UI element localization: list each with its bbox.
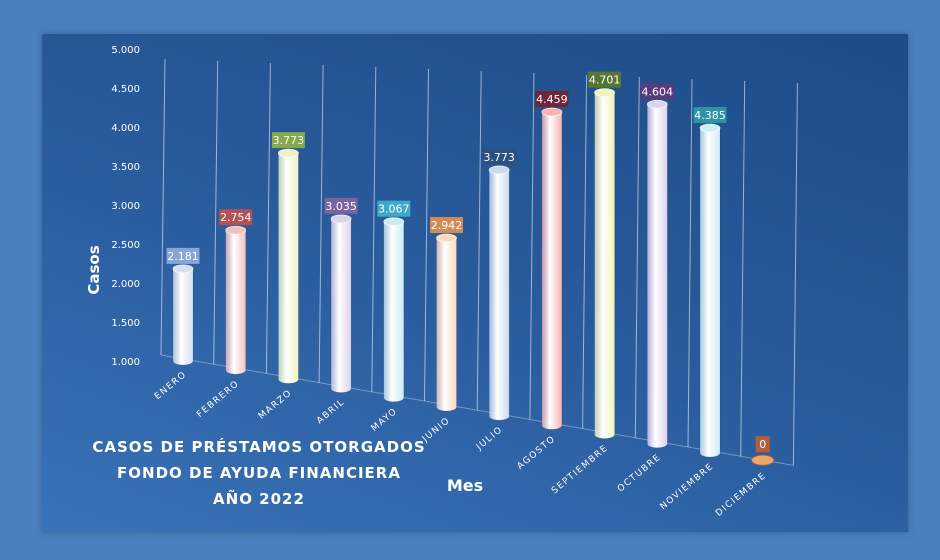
bar-octubre [647, 104, 668, 449]
y-tick-label: 1.500 [111, 318, 140, 329]
bar-septiembre [594, 92, 615, 439]
bar-cap [172, 264, 194, 274]
value-label-box [535, 91, 569, 108]
x-tick-label: NOVIEMBRE [658, 462, 715, 512]
wall-line [371, 66, 377, 392]
bar-cap [225, 225, 247, 235]
value-labels: 2.181 2.754 3.773 3.035 3.067 2.942 3.773 4.459… [166, 71, 770, 453]
wall-line [529, 72, 535, 420]
value-label: 3.773 [273, 134, 305, 147]
value-label: 2.942 [431, 219, 463, 232]
y-axis-ticks: 1.000 1.500 2.000 2.500 3.000 3.500 4.000 4.500… [111, 45, 140, 368]
y-tick-label: 2.000 [111, 279, 140, 290]
value-label: 3.035 [325, 200, 357, 213]
bar-cap [277, 148, 299, 158]
y-tick-label: 4.000 [111, 123, 140, 134]
bar-cap [488, 165, 510, 175]
value-label: 2.181 [167, 250, 199, 263]
floor-line [160, 354, 794, 466]
chart-title-line-2: FONDO DE AYUDA FINANCIERA [117, 464, 401, 482]
y-tick-label: 1.000 [111, 357, 140, 368]
chart-area: 1.000 1.500 2.000 2.500 3.000 3.500 4.000 4.500… [85, 45, 798, 519]
x-tick-label: FEBRERO [195, 379, 241, 420]
bars [172, 88, 775, 466]
wall-line [634, 76, 640, 438]
bar-cap [330, 214, 352, 224]
x-axis-title: Mes [447, 476, 483, 495]
bar-cap [383, 217, 405, 227]
value-label: 0 [759, 438, 766, 451]
bar-cap [646, 99, 668, 109]
y-tick-label: 3.500 [111, 162, 140, 173]
value-label-box [377, 200, 411, 217]
y-tick-label: 2.500 [111, 240, 140, 251]
x-tick-label: MARZO [257, 388, 294, 422]
value-label-box [588, 71, 622, 88]
wall-line [318, 64, 324, 383]
x-tick-label: MAYO [370, 406, 400, 434]
x-tick-label: JULIO [474, 425, 505, 453]
chart-walls [160, 58, 798, 466]
bar-febrero [225, 229, 246, 375]
chart-title-line-1: CASOS DE PRÉSTAMOS OTORGADOS [92, 438, 426, 456]
bar-junio [436, 237, 457, 412]
x-tick-label: ABRIL [315, 397, 347, 426]
y-tick-label: 3.000 [111, 201, 140, 212]
bar-cap [436, 233, 457, 243]
bar-noviembre [699, 127, 721, 458]
x-tick-label: ENERO [153, 370, 189, 402]
wall-line [740, 80, 746, 457]
value-label-box [219, 209, 253, 226]
wall-line [213, 60, 219, 365]
bar-agosto [541, 111, 563, 430]
wall-line [424, 68, 429, 402]
value-label-box [324, 197, 358, 214]
bar-mayo [383, 221, 405, 403]
y-axis-title: Casos [85, 245, 103, 294]
wall-line [476, 70, 482, 411]
chart-panel: 1.000 1.500 2.000 2.500 3.000 3.500 4.000 4.500… [42, 34, 908, 532]
value-label: 3.067 [378, 203, 410, 216]
bar-julio [488, 169, 510, 421]
value-label-box [755, 436, 770, 453]
wall-line [687, 78, 693, 448]
bar-abril [330, 218, 352, 393]
value-label: 4.459 [536, 93, 568, 106]
value-label: 4.701 [589, 74, 621, 87]
x-tick-label: OCTUBRE [616, 452, 663, 494]
bar-cap [541, 107, 563, 117]
chart-title-line-3: AÑO 2022 [213, 490, 305, 508]
wall-line [792, 82, 798, 466]
bar-marzo [278, 152, 299, 384]
value-label-box [482, 148, 516, 165]
bar-enero [172, 268, 194, 366]
y-tick-label: 5.000 [111, 45, 140, 56]
wall-line [265, 62, 271, 374]
value-label-box [166, 247, 200, 264]
value-label: 4.385 [694, 109, 726, 122]
value-label-box [640, 83, 674, 100]
value-label: 4.604 [642, 85, 674, 98]
y-tick-label: 4.500 [111, 84, 140, 95]
bar-diciembre [751, 454, 775, 466]
x-tick-label: DICIEMBRE [714, 471, 768, 519]
bar-cap [594, 88, 615, 98]
value-label-box [430, 217, 463, 234]
value-label-box [271, 132, 305, 149]
x-tick-label: AGOSTO [516, 434, 558, 472]
bar-cap [699, 123, 721, 133]
value-label-box [693, 107, 727, 124]
value-label: 3.773 [483, 151, 515, 164]
wall-line [160, 58, 166, 356]
value-label: 2.754 [220, 211, 252, 224]
wall-line [582, 74, 588, 429]
x-tick-label: SEPTIEMBRE [550, 443, 610, 496]
